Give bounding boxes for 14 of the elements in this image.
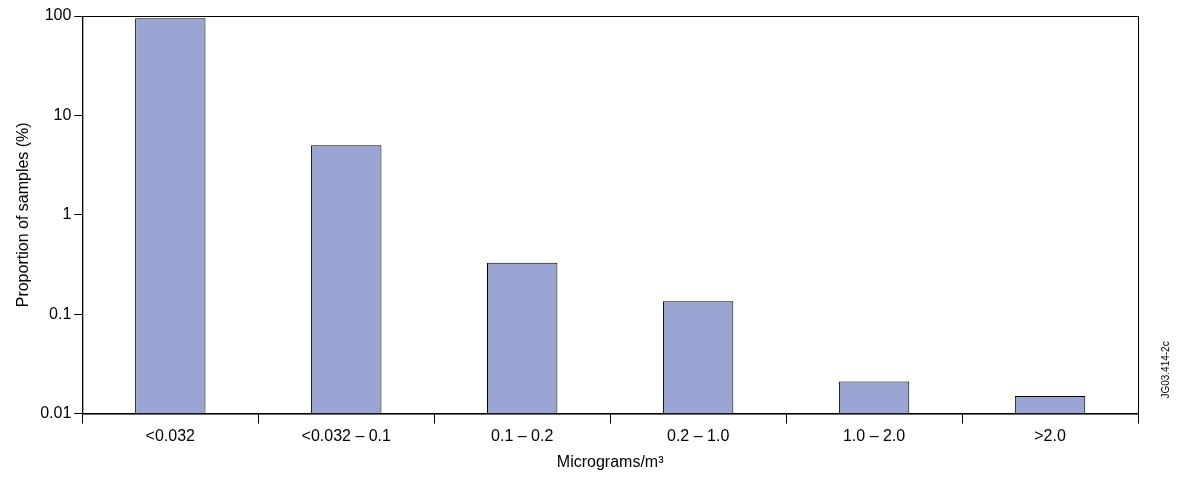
y-tick-label: 0.01 [40,404,72,422]
y-tick-label: 0.1 [49,304,72,322]
y-tick-label: 10 [53,105,72,123]
x-tick-label: 0.1 – 0.2 [491,426,554,444]
x-tick-label: >2.0 [1034,426,1066,444]
y-tick-label: 100 [44,6,72,24]
x-tick-label: <0.032 – 0.1 [301,426,392,444]
x-tick-label: 0.2 – 1.0 [667,426,730,444]
y-tick-label: 1 [62,205,72,223]
x-axis-title: Micrograms/m³ [556,452,665,470]
text: JG03.414-2c [1159,341,1171,399]
y-axis-title: Proportion of samples (%) [14,122,32,308]
x-tick-label: <0.032 [145,426,196,444]
x-tick-label: 1.0 – 2.0 [842,426,906,444]
